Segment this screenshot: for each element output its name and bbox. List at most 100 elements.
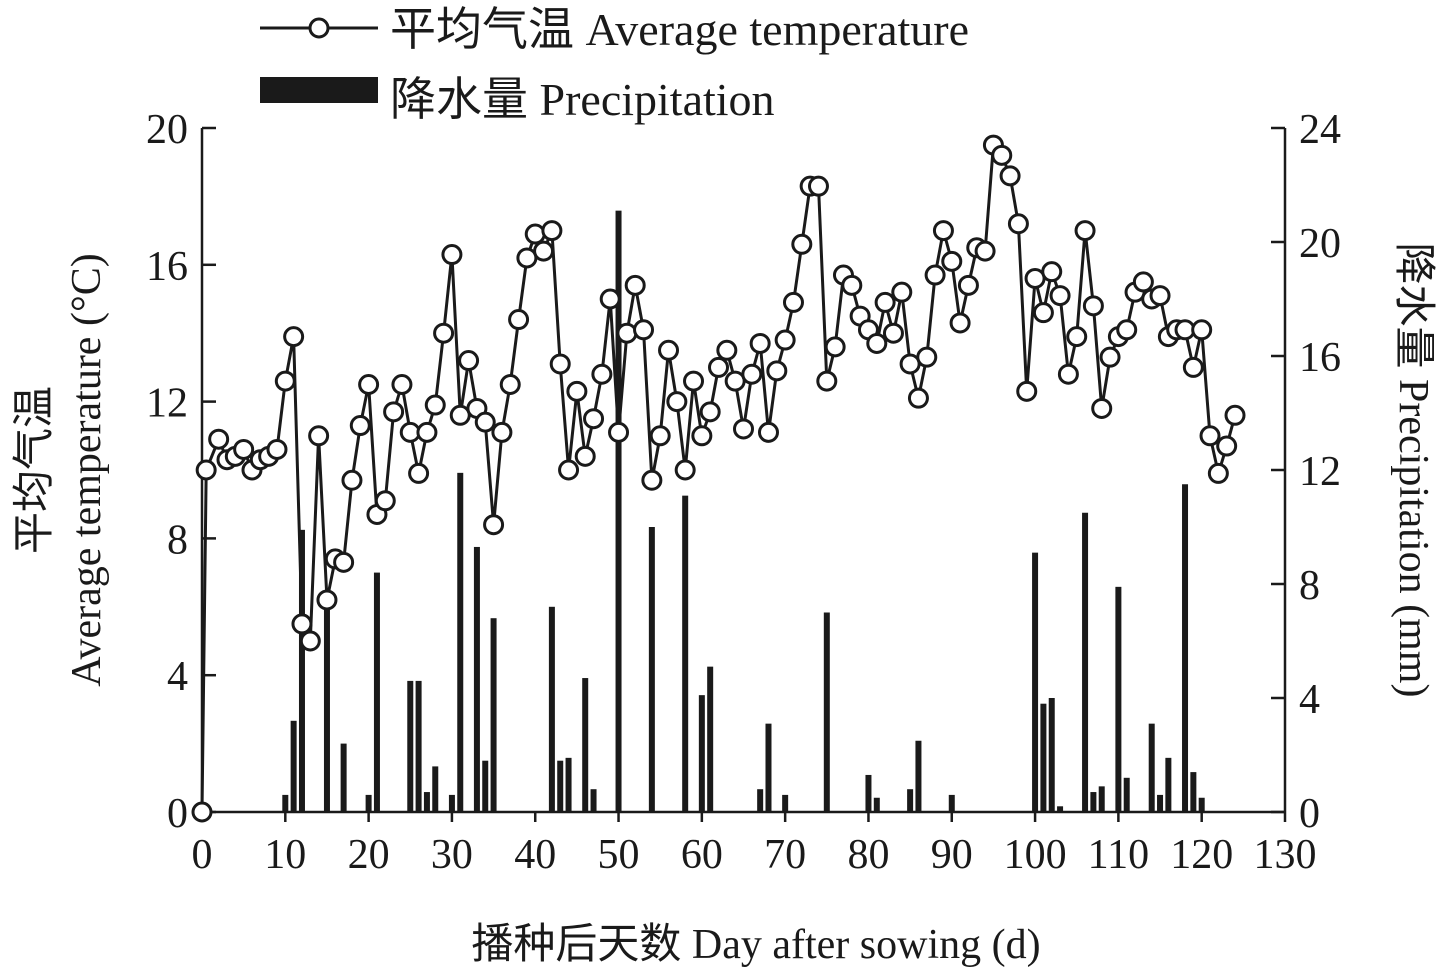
y-right-tick-label: 20	[1299, 221, 1341, 267]
temperature-point	[666, 391, 688, 413]
legend-circle-marker	[308, 17, 330, 39]
temperature-point	[1007, 213, 1029, 235]
temperature-point	[816, 370, 838, 392]
x-tick-label: 80	[847, 832, 889, 878]
legend-label-temperature: 平均气温 Average temperature	[390, 4, 969, 55]
temperature-point	[266, 438, 288, 460]
temperature-point	[283, 326, 305, 348]
precipitation-bar	[1098, 786, 1105, 812]
temperature-point	[1074, 220, 1096, 242]
temperature-point	[349, 415, 371, 437]
temperature-point	[791, 233, 813, 255]
precipitation-bar	[582, 678, 589, 812]
y-left-tick-label: 0	[167, 791, 188, 837]
axes: 0 10 20 30 40 50 60 70 80 90 100 110 120 130 04812162…	[146, 107, 1341, 878]
temperature-point	[195, 459, 217, 481]
y-right-tick-label: 16	[1299, 335, 1341, 381]
precipitation-bar	[373, 572, 380, 812]
temperature-point	[741, 363, 763, 385]
precipitation-bar	[1040, 703, 1047, 812]
precipitation-bar	[565, 757, 572, 812]
temperature-point	[433, 322, 455, 344]
temperature-point	[699, 401, 721, 423]
temperature-point	[508, 309, 530, 331]
temperature-point	[733, 418, 754, 440]
y-left-axis-title-line1: 平均气温	[12, 386, 58, 554]
temperature-point	[1082, 295, 1104, 317]
temperature-point	[483, 514, 505, 536]
precipitation-bar	[1057, 806, 1064, 812]
temperature-point	[1066, 326, 1088, 348]
precipitation-bar	[323, 606, 330, 812]
temperature-point	[591, 363, 613, 385]
temperature-point	[841, 274, 863, 296]
temperature-point	[916, 346, 938, 368]
temperature-point	[316, 589, 338, 611]
temperature-point	[1116, 319, 1138, 341]
legend: 平均气温 Average temperature 降水量 Precipitati…	[260, 4, 969, 125]
precipitation-bar	[1123, 777, 1130, 812]
temperature-point	[866, 332, 888, 354]
precipitation-bar	[698, 695, 705, 812]
precipitation-bar	[865, 774, 872, 812]
precipitation-bar	[290, 720, 297, 812]
temperature-point	[341, 469, 363, 491]
precipitation-bar	[557, 760, 564, 812]
temperature-series	[191, 134, 1246, 823]
temperature-point	[416, 421, 438, 443]
temperature-point	[524, 223, 546, 245]
y-right-tick-label: 8	[1299, 563, 1320, 609]
precipitation-bar	[648, 527, 655, 812]
precipitation-bar	[873, 797, 880, 812]
precipitation-bar	[407, 680, 414, 812]
y-left-tick-label: 4	[167, 654, 188, 700]
precipitation-bar	[423, 792, 430, 812]
temperature-point	[374, 490, 396, 512]
y-left-ticks: 0 4 8 12 16 20	[146, 107, 216, 837]
legend-label-precipitation: 降水量 Precipitation	[390, 74, 775, 125]
temperature-point	[208, 428, 230, 450]
precipitation-bar	[482, 760, 489, 812]
temperature-point	[1182, 356, 1204, 378]
temperature-point	[683, 370, 705, 392]
precipitation-bar	[948, 794, 955, 812]
temperature-markers	[191, 134, 1246, 823]
y-right-tick-label: 12	[1299, 449, 1341, 495]
precipitation-bar	[590, 789, 597, 812]
y-right-ticks: 0 4 8 12 16 20 24	[1271, 107, 1341, 837]
precipitation-bar	[473, 546, 480, 812]
x-tick-label: 0	[192, 832, 213, 878]
precipitation-bar	[298, 529, 305, 812]
temperature-point	[874, 291, 896, 313]
y-right-tick-label: 0	[1299, 791, 1320, 837]
precipitation-bar	[615, 210, 622, 812]
y-right-axis-title: 降水量 Precipitation (mm)	[1390, 243, 1436, 698]
precipitation-bar	[340, 743, 347, 812]
x-tick-label: 20	[348, 832, 390, 878]
precipitation-bar	[1190, 772, 1197, 812]
temperature-point	[766, 360, 788, 382]
y-left-tick-label: 16	[146, 244, 188, 290]
temperature-point	[333, 551, 355, 573]
temperature-point	[1032, 302, 1054, 324]
temperature-point	[1224, 404, 1246, 426]
temperature-point	[991, 144, 1013, 166]
precipitation-bar	[1157, 794, 1164, 812]
legend-bar-swatch	[260, 77, 378, 103]
temperature-point	[1191, 319, 1213, 341]
temperature-point	[566, 380, 588, 402]
precipitation-bar	[765, 723, 772, 812]
y-right-tick-label: 4	[1299, 677, 1320, 723]
temperature-point	[541, 220, 563, 242]
temperature-point	[191, 801, 213, 823]
precipitation-bar	[1182, 484, 1189, 812]
x-tick-label: 60	[681, 832, 723, 878]
temperature-point	[474, 411, 496, 433]
temperature-point	[716, 339, 738, 361]
y-left-tick-label: 20	[146, 107, 188, 153]
precipitation-bar	[1048, 698, 1055, 812]
precipitation-bar	[1090, 792, 1097, 812]
temperature-point	[757, 421, 779, 443]
temperature-point	[658, 339, 680, 361]
